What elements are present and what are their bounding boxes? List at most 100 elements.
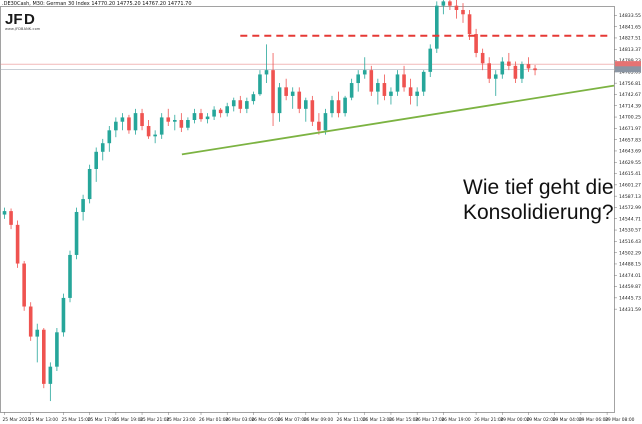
candle-body: [186, 119, 190, 128]
y-tick-label: 14813.37: [619, 47, 641, 53]
candle-body: [304, 100, 308, 109]
x-tick-label: 26 Mar 21:00: [474, 417, 504, 423]
candle-body: [120, 117, 125, 122]
y-tick-label: 14544.71: [619, 216, 641, 222]
y-tick-label: 14643.69: [619, 149, 641, 155]
candle-body: [192, 113, 197, 120]
logo-text-d: D: [24, 11, 35, 28]
x-tick-label: 26 Mar 17:00: [415, 417, 445, 423]
y-tick-label: 14431.59: [619, 307, 641, 313]
x-tick-label: 26 Mar 03:00: [225, 417, 255, 423]
candle-body: [212, 109, 216, 117]
candle-body: [264, 70, 269, 75]
candle-body: [94, 151, 98, 169]
candle-body: [153, 134, 157, 137]
y-tick-label: 14756.81: [619, 81, 641, 87]
candle-body: [87, 168, 92, 200]
x-tick-label: 26 Mar 15:00: [389, 417, 419, 423]
candle-body: [343, 97, 347, 114]
candle-body: [336, 100, 341, 114]
candle-body: [487, 63, 491, 79]
candle-body: [376, 83, 380, 92]
y-tick-label: 14445.73: [619, 295, 641, 301]
candle-body: [22, 263, 26, 307]
candle-body: [146, 126, 151, 137]
candle-body: [61, 297, 66, 333]
candle-body: [277, 87, 282, 114]
y-tick-label: 14629.55: [619, 160, 641, 166]
x-tick-label: 29 Mar 04:00: [553, 417, 583, 423]
candle-body: [493, 74, 498, 79]
price-axis: 14833.5514841.6514827.5114813.3714799.23…: [614, 13, 641, 313]
candle-body: [166, 117, 171, 122]
candle-body: [15, 224, 20, 264]
candle-body: [520, 64, 524, 79]
x-tick-label: 29 Mar 06:00: [579, 417, 609, 423]
candle-body: [81, 199, 85, 212]
candle-body: [480, 52, 485, 64]
x-tick-label: 25 Mar 2021: [3, 417, 31, 423]
candle-body: [507, 61, 511, 66]
y-tick-label: 14657.83: [619, 137, 641, 143]
y-tick-label: 14502.29: [619, 250, 641, 256]
y-tick-label: 14474.01: [619, 273, 641, 279]
x-tick-label: 26 Mar 11:00: [337, 417, 367, 423]
y-tick-label: 14601.27: [619, 182, 641, 188]
candle-body: [55, 332, 59, 367]
candle-body: [382, 83, 387, 96]
x-tick-label: 26 Mar 09:00: [304, 417, 334, 423]
logo-url: www.JFDBANK.com: [5, 27, 41, 31]
x-tick-label: 29 Mar 08:00: [605, 417, 635, 423]
y-tick-label: 14572.99: [619, 205, 641, 211]
candle-body: [428, 48, 433, 72]
x-tick-label: 25 Mar 21:00: [140, 417, 170, 423]
price-tag: [615, 66, 641, 73]
candle-body: [461, 9, 465, 15]
candle-body: [467, 14, 472, 35]
candle-body: [271, 70, 275, 114]
x-tick-label: 29 Mar 02:00: [527, 417, 557, 423]
candle-body: [74, 211, 79, 255]
x-tick-label: 26 Mar 13:00: [363, 417, 393, 423]
candle-body: [330, 100, 334, 114]
y-tick-label: 14841.65: [619, 24, 641, 30]
x-tick-label: 26 Mar 01:00: [199, 417, 229, 423]
candle-body: [435, 5, 439, 49]
candle-body: [251, 94, 256, 102]
x-tick-label: 25 Mar 13:00: [29, 417, 59, 423]
candle-body: [114, 121, 118, 131]
candle-body: [415, 91, 419, 96]
candle-body: [68, 254, 72, 298]
candle-body: [231, 100, 236, 107]
candle-body: [500, 61, 505, 75]
candle-body: [290, 91, 295, 96]
y-tick-label: 14700.25: [619, 115, 641, 121]
candle-body: [225, 106, 229, 114]
candle-body: [199, 113, 203, 120]
candle-body: [133, 113, 138, 131]
candle-body: [395, 74, 400, 92]
candle-body: [159, 117, 164, 135]
x-tick-label: 25 Mar 19:00: [114, 417, 144, 423]
candle-body: [526, 64, 531, 69]
y-tick-label: 14827.51: [619, 36, 641, 42]
candle-body: [474, 34, 478, 53]
y-tick-label: 14742.67: [619, 92, 641, 98]
candle-body: [238, 100, 243, 109]
candle-body: [448, 1, 452, 6]
logo-text-jf: JF: [5, 11, 23, 28]
overlays: [181, 34, 615, 156]
candle-body: [362, 70, 367, 75]
candle-body: [317, 121, 321, 131]
candle-body: [48, 366, 53, 384]
plot-area: [0, 6, 615, 413]
candles: [2, 0, 537, 402]
candle-body: [513, 65, 518, 79]
candle-body: [218, 109, 223, 114]
candle-body: [35, 329, 40, 337]
y-tick-label: 14459.87: [619, 284, 641, 290]
candle-body: [402, 74, 406, 88]
candle-body: [454, 5, 459, 10]
candle-body: [173, 119, 177, 122]
